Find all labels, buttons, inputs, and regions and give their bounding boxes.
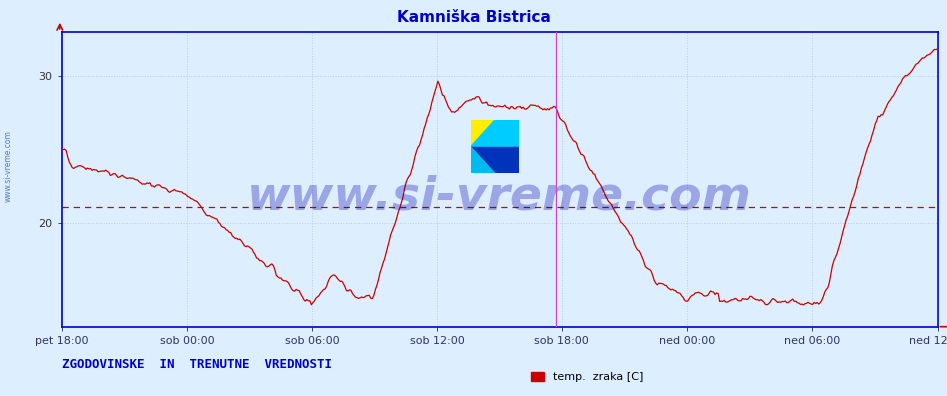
Legend: temp.  zraka [C]: temp. zraka [C] [527, 367, 648, 386]
Polygon shape [471, 120, 519, 173]
Polygon shape [471, 147, 519, 173]
Polygon shape [471, 147, 494, 173]
Polygon shape [471, 120, 519, 147]
Text: ZGODOVINSKE  IN  TRENUTNE  VREDNOSTI: ZGODOVINSKE IN TRENUTNE VREDNOSTI [62, 358, 331, 371]
Text: www.si-vreme.com: www.si-vreme.com [247, 174, 752, 219]
Text: Kamniška Bistrica: Kamniška Bistrica [397, 10, 550, 25]
Polygon shape [471, 120, 494, 147]
Text: www.si-vreme.com: www.si-vreme.com [4, 130, 13, 202]
